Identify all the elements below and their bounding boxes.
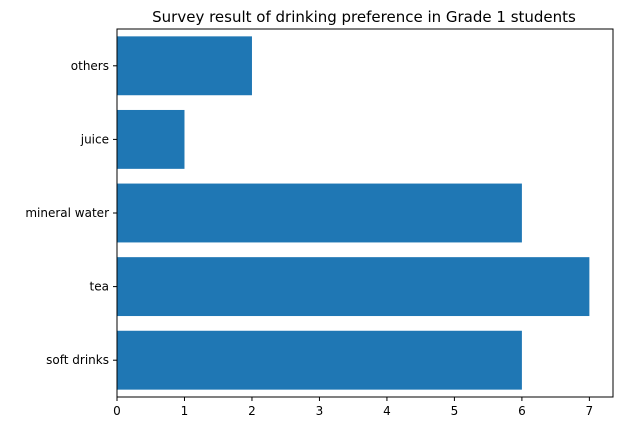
bar-tea: [117, 257, 590, 317]
y-tick-label: tea: [90, 280, 109, 294]
y-tick-label: mineral water: [25, 206, 109, 220]
x-tick-label: 2: [248, 404, 256, 418]
x-tick-label: 5: [451, 404, 459, 418]
x-axis: 0 1 2 3 4 5 6 7: [113, 397, 593, 418]
y-axis: soft drinks tea mineral water juice others: [25, 59, 117, 367]
x-tick-label: 1: [181, 404, 189, 418]
y-tick-label: soft drinks: [46, 353, 109, 367]
bar-soft-drinks: [117, 330, 522, 390]
bar-others: [117, 36, 252, 96]
x-tick-label: 3: [316, 404, 324, 418]
x-tick-label: 0: [113, 404, 121, 418]
bars-group: [117, 36, 590, 390]
chart-title: Survey result of drinking preference in …: [152, 8, 576, 26]
x-tick-label: 4: [383, 404, 391, 418]
y-tick-label: others: [71, 59, 109, 73]
bar-juice: [117, 109, 185, 169]
bar-mineral-water: [117, 183, 522, 243]
x-tick-label: 7: [586, 404, 594, 418]
y-tick-label: juice: [80, 132, 109, 146]
x-tick-label: 6: [518, 404, 526, 418]
